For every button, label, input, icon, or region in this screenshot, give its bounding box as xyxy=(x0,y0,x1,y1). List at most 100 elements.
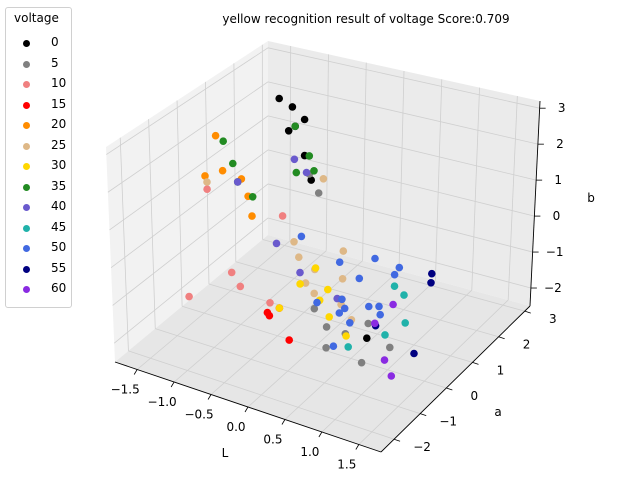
legend-marker xyxy=(23,245,30,252)
z-axis-label: b xyxy=(587,191,595,205)
legend-marker xyxy=(23,204,30,211)
data-point-voltage-10 xyxy=(266,299,274,307)
legend-label: 60 xyxy=(51,281,67,295)
grid-line-x-floor xyxy=(321,289,473,433)
data-point-voltage-60 xyxy=(387,372,396,380)
data-point-voltage-45 xyxy=(344,343,353,351)
data-point-voltage-50 xyxy=(335,258,344,267)
legend-item: 30 xyxy=(6,158,71,178)
grid-line-z-back xyxy=(267,149,535,217)
x-tick-mark xyxy=(207,394,212,400)
grid-line-x-back xyxy=(507,95,518,301)
data-point-voltage-25 xyxy=(319,175,328,183)
data-point-voltage-10 xyxy=(203,185,211,193)
legend-label: 0 xyxy=(51,35,59,49)
x-tick-mark xyxy=(170,381,175,388)
x-tick-mark xyxy=(318,431,323,438)
y-tick-mark xyxy=(498,336,505,340)
data-point-voltage-35 xyxy=(291,122,300,131)
data-point-voltage-5 xyxy=(322,323,331,331)
legend-item: 15 xyxy=(6,97,71,117)
grid-line-y-floor xyxy=(235,261,499,338)
data-point-voltage-25 xyxy=(338,275,347,283)
z-tick-label: 3 xyxy=(558,101,566,115)
data-point-voltage-50 xyxy=(335,309,344,317)
data-point-voltage-25 xyxy=(310,289,319,298)
axis-lines xyxy=(114,100,546,453)
data-point-voltage-50 xyxy=(340,304,349,313)
legend-item: 50 xyxy=(6,240,71,260)
data-point-voltage-30 xyxy=(275,304,284,312)
y-tick-mark xyxy=(393,438,401,442)
y-tick-label: 2 xyxy=(523,338,531,352)
legend-marker xyxy=(23,142,30,150)
data-point-voltage-25 xyxy=(295,253,303,261)
legend-label: 20 xyxy=(51,117,67,131)
data-points xyxy=(185,94,436,380)
data-point-voltage-5 xyxy=(386,343,394,352)
legend-label: 5 xyxy=(51,55,59,70)
data-point-voltage-5 xyxy=(322,344,330,352)
legend-title: voltage xyxy=(14,11,59,25)
data-point-voltage-10 xyxy=(278,212,287,220)
grid-line-z-back xyxy=(267,183,533,253)
data-point-voltage-5 xyxy=(310,304,319,313)
legend-item: 60 xyxy=(6,281,71,301)
data-point-voltage-60 xyxy=(389,300,397,309)
data-point-voltage-35 xyxy=(310,167,318,175)
data-point-voltage-45 xyxy=(401,319,410,327)
tick-labels: −1.5 −1.0 −0.5 0.0 0.5 1.0 1.5 −2 −1 0 1 2 3 −2 −1 0 1 2 3 xyxy=(111,101,566,471)
grid-line-x-back xyxy=(434,79,443,281)
y-tick-mark xyxy=(446,387,453,391)
data-point-voltage-45 xyxy=(390,282,399,291)
z-tick-label: 2 xyxy=(556,137,564,151)
data-point-voltage-10 xyxy=(185,292,193,301)
data-point-voltage-50 xyxy=(376,310,385,319)
y-tick-mark xyxy=(472,361,479,365)
y-tick-label: −1 xyxy=(439,415,457,429)
z-axis-line xyxy=(529,100,541,307)
legend-label: 55 xyxy=(51,260,67,275)
grid-line-x-back xyxy=(398,70,405,271)
data-point-voltage-50 xyxy=(395,263,404,272)
legend-marker xyxy=(23,183,30,191)
x-tick-mark xyxy=(133,369,138,375)
data-point-voltage-45 xyxy=(400,291,408,299)
x-tick-label: 1.0 xyxy=(300,445,319,459)
legend-label: 30 xyxy=(51,158,67,172)
grid-line-z-left xyxy=(107,81,269,193)
data-point-voltage-50 xyxy=(390,270,399,279)
legend-label: 45 xyxy=(51,219,67,234)
grid-line-x-back xyxy=(289,45,292,241)
data-point-voltage-20 xyxy=(218,166,227,175)
grid-line-x-back xyxy=(471,87,480,291)
data-point-voltage-35 xyxy=(229,159,237,168)
data-point-voltage-55 xyxy=(428,269,436,278)
x-tick-label: −1.0 xyxy=(148,395,177,409)
legend-label: 35 xyxy=(51,178,67,193)
x-tick-label: −0.5 xyxy=(184,408,213,422)
x-tick-mark xyxy=(355,444,360,450)
y-tick-mark xyxy=(420,413,427,416)
legend-item: 0 xyxy=(6,35,71,55)
x-tick-label: 1.5 xyxy=(337,458,356,472)
data-point-voltage-50 xyxy=(365,302,373,311)
data-point-voltage-60 xyxy=(380,356,389,364)
legend-item: 25 xyxy=(6,138,71,158)
x-axis-label: L xyxy=(222,446,229,460)
data-point-voltage-40 xyxy=(290,155,299,164)
x-tick-label: 0.5 xyxy=(263,433,282,447)
y-tick-mark xyxy=(524,310,531,314)
legend-item: 35 xyxy=(6,179,71,199)
data-point-voltage-10 xyxy=(236,282,245,291)
legend-item: 40 xyxy=(6,199,71,219)
data-point-voltage-35 xyxy=(248,193,257,201)
data-point-voltage-35 xyxy=(292,168,301,177)
grid-line-z-back xyxy=(267,115,537,181)
data-point-voltage-0 xyxy=(300,115,309,124)
legend-marker xyxy=(23,81,30,88)
data-point-voltage-5 xyxy=(357,358,366,367)
grid-line-x-floor xyxy=(210,260,363,395)
data-point-voltage-30 xyxy=(325,313,334,321)
